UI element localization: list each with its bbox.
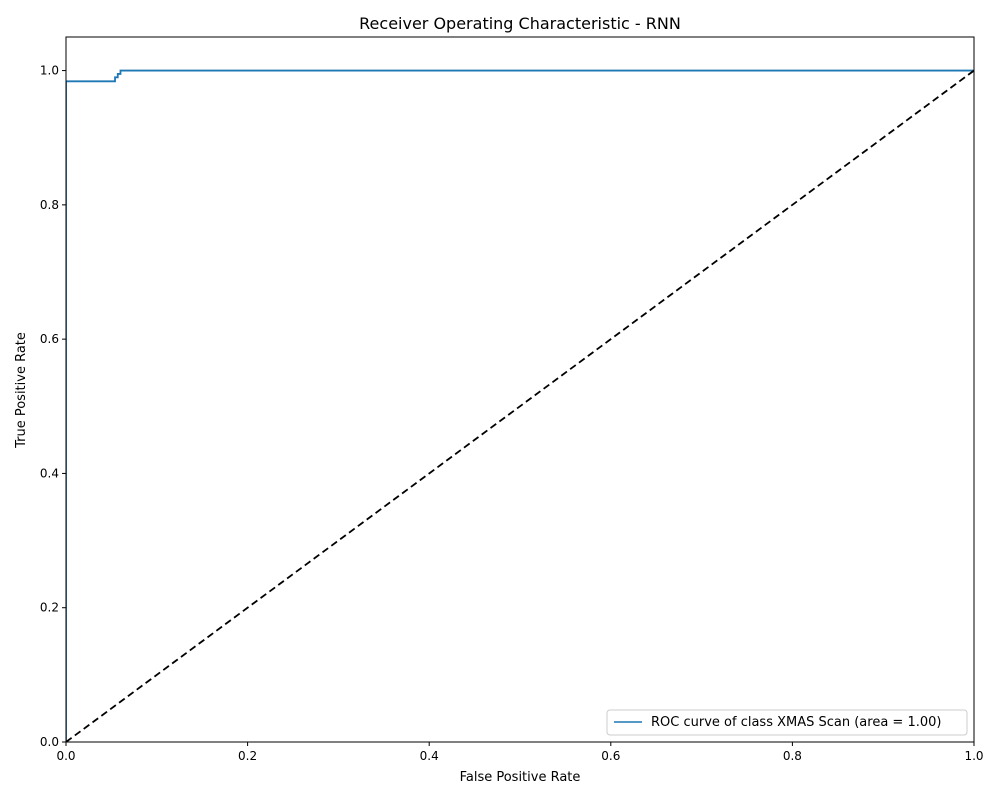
- x-tick-label: 0.4: [420, 749, 439, 763]
- y-tick-label: 0.6: [40, 332, 59, 346]
- plot-area: [65, 36, 975, 743]
- x-tick-label: 1.0: [964, 749, 983, 763]
- chance-diagonal-line: [66, 69, 974, 742]
- x-axis-ticks: 0.0 0.2 0.4 0.6 0.8 1.0: [56, 742, 984, 763]
- y-axis-label: True Positive Rate: [14, 332, 29, 449]
- legend-box: [606, 709, 968, 736]
- plot-frame: [65, 36, 975, 743]
- series-layer: [66, 69, 974, 742]
- x-tick-label: 0.6: [601, 749, 620, 763]
- chart-title: Receiver Operating Characteristic - RNN: [359, 14, 681, 33]
- x-tick-label: 0.2: [238, 749, 257, 763]
- x-axis-label: False Positive Rate: [460, 770, 581, 785]
- y-tick-label: 0.8: [40, 198, 59, 212]
- y-axis-ticks: 0.0 0.2 0.4 0.6 0.8 1.0: [40, 64, 66, 749]
- legend: ROC curve of class XMAS Scan (area = 1.0…: [606, 709, 968, 736]
- roc-curve-line: [66, 69, 974, 742]
- x-tick-label: 0.0: [56, 749, 75, 763]
- y-tick-label: 0.2: [40, 601, 59, 615]
- y-tick-label: 0.0: [40, 735, 59, 749]
- y-tick-label: 0.4: [40, 466, 59, 480]
- y-tick-label: 1.0: [40, 64, 59, 78]
- x-tick-label: 0.8: [783, 749, 802, 763]
- legend-label: ROC curve of class XMAS Scan (area = 1.0…: [651, 715, 941, 730]
